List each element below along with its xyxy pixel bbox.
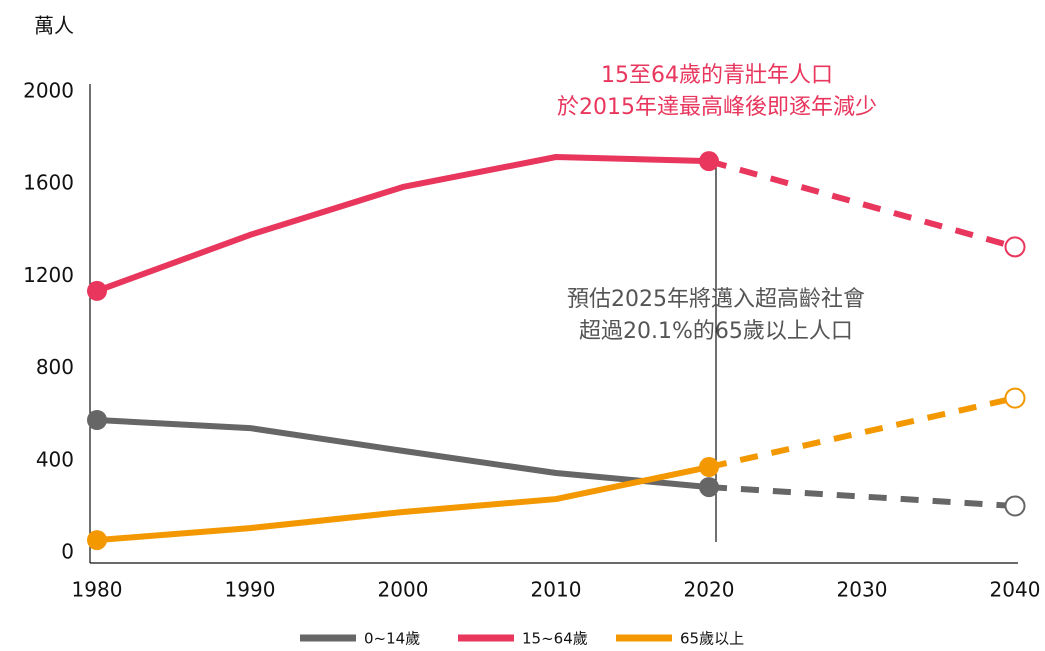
legend-label: 15~64歲 [522, 630, 588, 648]
marker [699, 457, 719, 478]
annotation: 預估2025年將邁入超高齡社會 [567, 287, 865, 312]
x-tick-label: 2020 [684, 578, 735, 602]
legend-label: 0~14歲 [364, 630, 420, 648]
marker [699, 477, 719, 498]
x-tick-label: 2000 [378, 578, 429, 602]
annotation: 15至64歲的青壯年人口 [601, 63, 833, 88]
y-tick-label: 400 [36, 447, 74, 471]
y-tick-label: 1600 [23, 171, 74, 195]
marker [699, 151, 719, 172]
projection-line [708, 484, 1016, 509]
marker [87, 530, 107, 551]
series-line [96, 464, 710, 544]
marker [87, 410, 107, 431]
annotation: 於2015年達最高峰後即逐年減少 [557, 95, 877, 120]
y-tick-label: 1200 [23, 263, 74, 287]
y-axis-label: 萬人 [34, 14, 74, 38]
x-tick-label: 2030 [837, 578, 888, 602]
x-tick-label: 2010 [531, 578, 582, 602]
legend-label: 65歲以上 [680, 630, 744, 648]
projection-line [708, 395, 1016, 470]
projection-marker [1004, 387, 1026, 409]
x-tick-label: 1990 [225, 578, 276, 602]
series-line [96, 417, 710, 491]
projection-marker [1004, 236, 1026, 258]
projection-line [708, 158, 1016, 250]
y-tick-label: 0 [61, 540, 74, 564]
series-line [95, 154, 710, 294]
y-tick-label: 800 [36, 355, 74, 379]
projection-marker [1004, 495, 1026, 517]
annotation: 超過20.1%的65歲以上人口 [579, 319, 853, 344]
x-tick-label: 2040 [990, 578, 1041, 602]
y-tick-label: 2000 [23, 79, 74, 103]
marker [87, 280, 107, 301]
x-tick-label: 1980 [72, 578, 123, 602]
